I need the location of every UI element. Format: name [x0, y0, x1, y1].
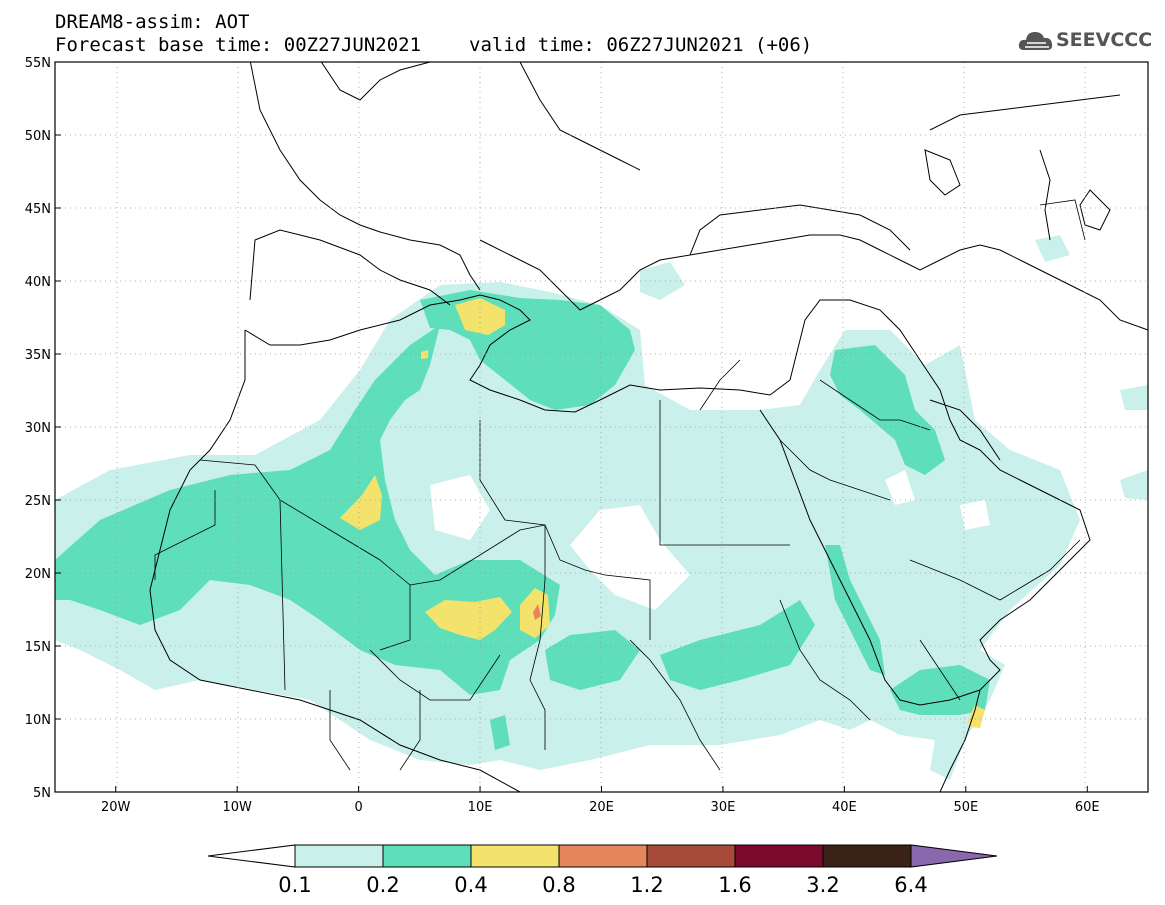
- colorbar-segment: [382, 844, 472, 868]
- lon-label: 60E: [1075, 800, 1100, 815]
- lat-label: 35N: [25, 348, 51, 363]
- colorbar-segment: [822, 844, 912, 868]
- colorbar-level-label: 1.2: [630, 873, 663, 897]
- seevccc-logo: SEEVCCC: [1018, 24, 1158, 58]
- colorbar-level-label: 6.4: [894, 873, 927, 897]
- cloud-icon: [1018, 32, 1053, 50]
- lat-label: 45N: [25, 202, 51, 217]
- country-borders: [154, 199, 1086, 771]
- valid-time: valid time: 06Z27JUN2021 (+06): [469, 34, 813, 56]
- lon-label: 40E: [832, 800, 857, 815]
- lon-label: 0: [354, 800, 362, 815]
- lat-label: 20N: [25, 567, 51, 582]
- colorbar-over-arrow: [910, 844, 998, 868]
- colorbar-level-label: 0.8: [542, 873, 575, 897]
- lon-label: 20E: [589, 800, 614, 815]
- colorbar: 0.1 0.2 0.4 0.8 1.2 1.6 3.2 6.4: [207, 844, 998, 897]
- colorbar-segment: [558, 844, 648, 868]
- lat-label: 15N: [25, 640, 51, 655]
- colorbar-segment: [646, 844, 736, 868]
- latitude-ticks: 55N 50N 45N 40N 35N 30N 25N 20N 15N 10N 5N: [25, 56, 61, 801]
- colorbar-level-label: 0.4: [454, 873, 487, 897]
- colorbar-level-label: 0.1: [278, 873, 311, 897]
- aot-contour-0.2: [55, 290, 990, 750]
- colorbar-segment: [470, 844, 560, 868]
- lat-label: 40N: [25, 275, 51, 290]
- lon-label: 20W: [101, 800, 131, 815]
- aot-field: [55, 62, 1148, 792]
- map-title: DREAM8-assim: AOT: [55, 11, 250, 33]
- graticule: [55, 62, 1148, 792]
- lat-label: 30N: [25, 421, 51, 436]
- colorbar-level-label: 1.6: [718, 873, 751, 897]
- longitude-ticks: 20W 10W 0 10E 20E 30E 40E 50E 60E: [101, 786, 1100, 815]
- lat-label: 10N: [25, 713, 51, 728]
- aot-contour-0.4: [340, 298, 985, 728]
- colorbar-level-label: 0.2: [366, 873, 399, 897]
- colorbar-level-label: 3.2: [806, 873, 839, 897]
- coastlines: [149, 62, 1148, 792]
- lon-label: 50E: [953, 800, 978, 815]
- forecast-times: Forecast base time: 00Z27JUN2021 valid ti…: [55, 35, 812, 55]
- base-time: Forecast base time: 00Z27JUN2021: [55, 34, 422, 56]
- aot-contour-0.8: [533, 604, 541, 620]
- lat-label: 5N: [33, 786, 51, 801]
- colorbar-under-arrow: [207, 844, 296, 868]
- lon-label: 10W: [222, 800, 252, 815]
- colorbar-segment: [734, 844, 824, 868]
- lat-label: 50N: [25, 129, 51, 144]
- lon-label: 10E: [468, 800, 493, 815]
- lat-label: 25N: [25, 494, 51, 509]
- colorbar-segment: [294, 844, 384, 868]
- lat-label: 55N: [25, 56, 51, 71]
- lon-label: 30E: [711, 800, 736, 815]
- logo-text: SEEVCCC: [1056, 29, 1153, 51]
